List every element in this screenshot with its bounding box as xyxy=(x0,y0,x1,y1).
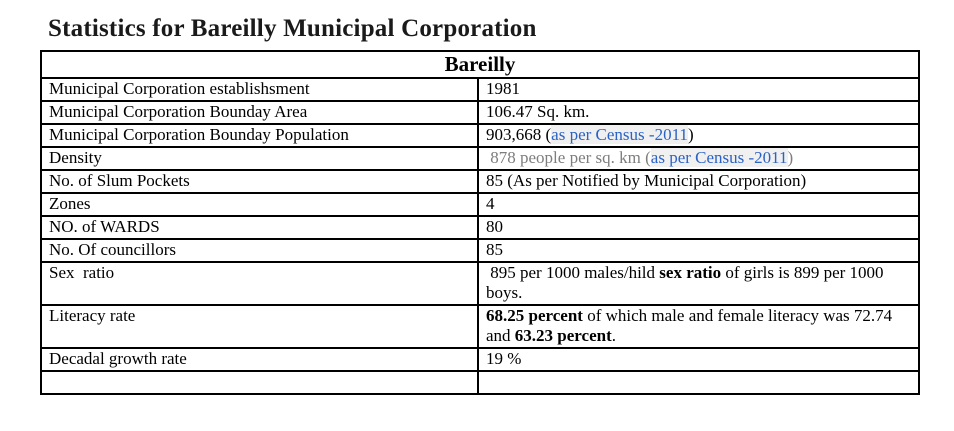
table-header-bareilly: Bareilly xyxy=(40,50,920,79)
text-segment: 878 people per sq. km ( xyxy=(486,148,651,167)
text-segment: . xyxy=(611,326,616,345)
text-segment: 19 % xyxy=(486,349,522,368)
statistics-table: Bareilly Municipal Corporation establish… xyxy=(40,50,920,395)
row-value: 19 % xyxy=(477,347,920,372)
row-label: Municipal Corporation Bounday Area xyxy=(40,100,479,125)
row-label: No. of Slum Pockets xyxy=(40,169,479,194)
row-value: 903,668 (as per Census -2011) xyxy=(477,123,920,148)
text-segment: 106.47 Sq. km. xyxy=(486,102,590,121)
text-segment: of girls is 899 per 1000 boys. xyxy=(486,263,888,302)
row-value: 85 (As per Notified by Municipal Corpora… xyxy=(477,169,920,194)
text-segment: sex ratio xyxy=(659,263,722,282)
row-label: Decadal growth rate xyxy=(40,347,479,372)
row-label: Sex ratio xyxy=(40,261,479,306)
text-segment: 85 (As per Notified by Municipal Corpora… xyxy=(486,171,807,190)
row-value: 1981 xyxy=(477,77,920,102)
row-value xyxy=(477,370,920,395)
row-value: 106.47 Sq. km. xyxy=(477,100,920,125)
text-segment: 895 per 1000 males/hild xyxy=(486,263,660,282)
row-value: 85 xyxy=(477,238,920,263)
table-row: Municipal Corporation Bounday Area 106.47… xyxy=(40,100,920,125)
row-label: Density xyxy=(40,146,479,171)
text-segment: 68.25 percent xyxy=(486,306,583,325)
row-label: Municipal Corporation Bounday Population xyxy=(40,123,479,148)
table-row: No. of Slum Pockets 85 (As per Notified b… xyxy=(40,169,920,194)
text-segment: 80 xyxy=(486,217,503,236)
row-value: 80 xyxy=(477,215,920,240)
row-value: 4 xyxy=(477,192,920,217)
table-row: Density 878 people per sq. km (as per Ce… xyxy=(40,146,920,171)
row-label: Zones xyxy=(40,192,479,217)
table-row: Sex ratio 895 per 1000 males/hild sex ra… xyxy=(40,261,920,306)
table-header-row: Bareilly xyxy=(40,50,920,79)
table-row: Zones 4 xyxy=(40,192,920,217)
row-value: 895 per 1000 males/hild sex ratio of gir… xyxy=(477,261,920,306)
text-segment: 903,668 ( xyxy=(486,125,552,144)
census-link[interactable]: as per Census -2011 xyxy=(551,125,688,144)
page-title: Statistics for Bareilly Municipal Corpor… xyxy=(48,15,537,42)
text-segment: of which male and female literacy was 72… xyxy=(486,306,897,345)
row-value: 878 people per sq. km (as per Census -20… xyxy=(477,146,920,171)
text-segment: 4 xyxy=(486,194,495,213)
row-value: 68.25 percent of which male and female l… xyxy=(477,304,920,349)
row-label: Municipal Corporation establishsment xyxy=(40,77,479,102)
text-segment: ) xyxy=(687,125,694,144)
text-segment: 63.23 percent xyxy=(514,326,612,345)
table-row: NO. of WARDS 80 xyxy=(40,215,920,240)
text-segment: ) xyxy=(787,148,794,167)
row-label: Literacy rate xyxy=(40,304,479,349)
table-row: Decadal growth rate 19 % xyxy=(40,347,920,372)
table-row: No. Of councillors 85 xyxy=(40,238,920,263)
text-segment: 85 xyxy=(486,240,503,259)
text-segment: 1981 xyxy=(486,79,520,98)
census-link[interactable]: as per Census -2011 xyxy=(650,148,788,167)
table-row: Municipal Corporation Bounday Population… xyxy=(40,123,920,148)
table-row xyxy=(40,370,920,395)
row-label: No. Of councillors xyxy=(40,238,479,263)
table-row: Municipal Corporation establishsment 1981 xyxy=(40,77,920,102)
row-label xyxy=(40,370,479,395)
row-label: NO. of WARDS xyxy=(40,215,479,240)
table-row: Literacy rate 68.25 percent of which male… xyxy=(40,304,920,349)
